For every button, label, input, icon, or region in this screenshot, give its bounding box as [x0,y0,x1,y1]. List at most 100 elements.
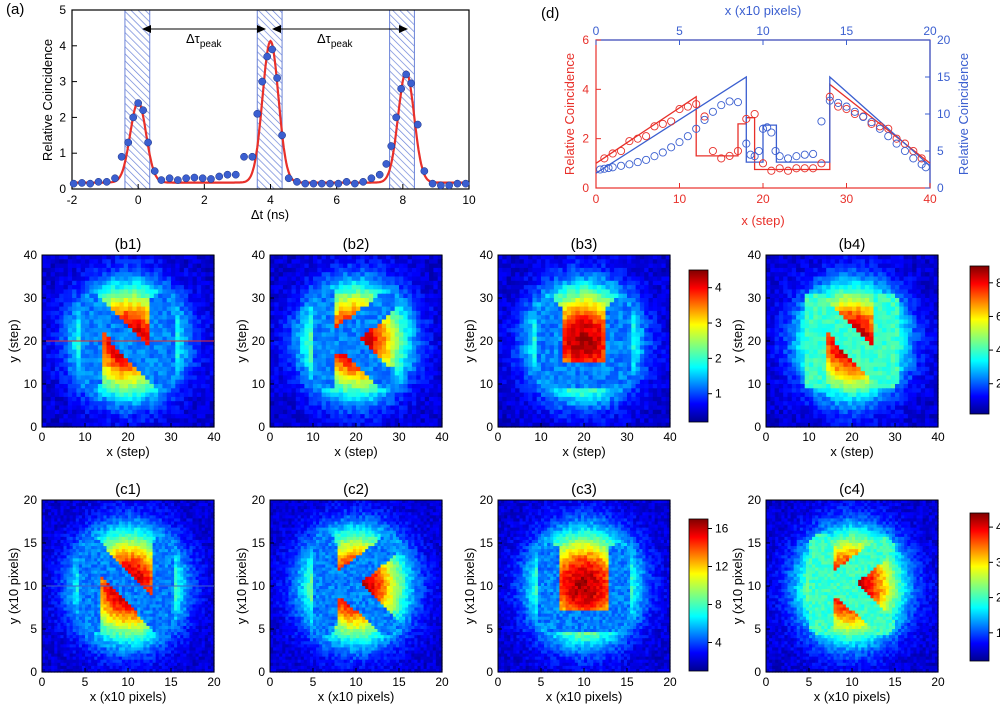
heatmap-b1-cell [171,289,176,294]
heatmap-b1-cell [68,289,73,294]
heatmap-b1-cell [193,320,198,325]
heatmap-b1-cell [68,272,73,277]
heatmap-b1-cell [111,354,116,359]
heatmap-b1-cell [141,358,146,363]
heatmap-b2-cell [287,406,292,411]
heatmap-b2-cell [343,375,348,380]
heatmap-b2-cell [390,418,395,423]
a-point [454,180,461,187]
heatmap-b1-cell [201,345,206,350]
heatmap-b1-cell [107,406,112,411]
heatmap-b2-cell [274,337,279,342]
heatmap-b2-cell [326,302,331,307]
heatmap-b1-cell [197,401,202,406]
heatmap-b1-cell [119,371,124,376]
heatmap-b1-cell [72,410,77,415]
heatmap-b2-cell [313,397,318,402]
heatmap-b1-cell [132,350,137,355]
heatmap-b1-cell [85,259,90,264]
heatmap-b1-cell [124,289,129,294]
heatmap-b2-cell [270,341,275,346]
heatmap-b2-cell [339,272,344,277]
heatmap-b2-cell [287,375,292,380]
heatmap-b1-cell [197,294,202,299]
heatmap-b2-cell [330,341,335,346]
heatmap-b2-cell [352,315,357,320]
heatmap-b2-cell [292,350,297,355]
heatmap-b2-cell [300,406,305,411]
heatmap-b1-cell [72,264,77,269]
heatmap-b1-cell [141,341,146,346]
heatmap-b1-cell [51,354,56,359]
heatmap-b2-cell [309,281,314,286]
a-annotation-left-main: Δτ [186,31,201,46]
heatmap-b2-cell [347,285,352,290]
d-point-blue [668,144,675,151]
heatmap-b1-cell [119,320,124,325]
heatmap-b2-cell [352,401,357,406]
heatmap-b2-cell [330,358,335,363]
heatmap-b1-cell [167,388,172,393]
heatmap-b2-cell [300,401,305,406]
heatmap-b1-cell [68,332,73,337]
heatmap-b1-cell [72,414,77,419]
a-point [398,85,405,92]
heatmap-b1-cell [197,397,202,402]
heatmap-b1-cell [158,328,163,333]
heatmap-b1-cell [76,345,81,350]
heatmap-ytick-label: 30 [252,291,266,305]
heatmap-b1-cell [55,410,60,415]
heatmap-b1-cell [205,311,210,316]
heatmap-b2-cell [300,302,305,307]
heatmap-b2-cell [287,410,292,415]
heatmap-b2-cell [378,418,383,423]
heatmap-b2-cell [382,272,387,277]
heatmap-b2-cell [283,410,288,415]
heatmap-b1-cell [188,289,193,294]
heatmap-b3-cell [537,277,542,282]
d-xtick-label: 40 [923,192,937,206]
heatmap-b1-cell [158,358,163,363]
heatmap-b2-cell [274,358,279,363]
heatmap-b2-cell [360,289,365,294]
a-point [144,139,151,146]
heatmap-b1-cell [171,277,176,282]
heatmap-b1-cell [89,320,94,325]
heatmap-b1-cell [89,380,94,385]
heatmap-b1-cell [150,363,155,368]
heatmap-b3-cell [588,264,593,269]
heatmap-b1-cell [205,418,210,423]
heatmap-b1-cell [141,264,146,269]
heatmap-b1-cell [89,363,94,368]
heatmap-b1-cell [42,406,47,411]
heatmap-b1-cell [193,397,198,402]
heatmap-b1-cell [46,302,51,307]
heatmap-b2-cell [304,401,309,406]
a-ytick-label: 4 [59,39,66,53]
heatmap-b1-cell [124,281,129,286]
heatmap-b2-cell [296,363,301,368]
a-point [278,132,285,139]
heatmap-b1-cell [171,341,176,346]
heatmap-b1-cell [111,332,116,337]
heatmap-b2-cell [326,311,331,316]
heatmap-b3-cell [610,272,615,277]
heatmap-b2-cell [365,367,370,372]
heatmap-b2-cell [326,384,331,389]
heatmap-b1-cell [111,367,116,372]
heatmap-b1-cell [137,350,142,355]
heatmap-b1-cell [180,298,185,303]
heatmap-b3-cell [618,259,623,264]
heatmap-b2-cell [390,388,395,393]
heatmap-b1-cell [102,397,107,402]
heatmap-b1-cell [193,332,198,337]
heatmap-b2-cell [395,277,400,282]
heatmap-b1-cell [59,332,64,337]
heatmap-b1-cell [184,272,189,277]
heatmap-b2-cell [365,281,370,286]
heatmap-b2-cell [296,358,301,363]
heatmap-b3-cell [601,277,606,282]
heatmap-b1-cell [128,277,133,282]
heatmap-b1-cell [180,277,185,282]
heatmap-b1-cell [46,401,51,406]
